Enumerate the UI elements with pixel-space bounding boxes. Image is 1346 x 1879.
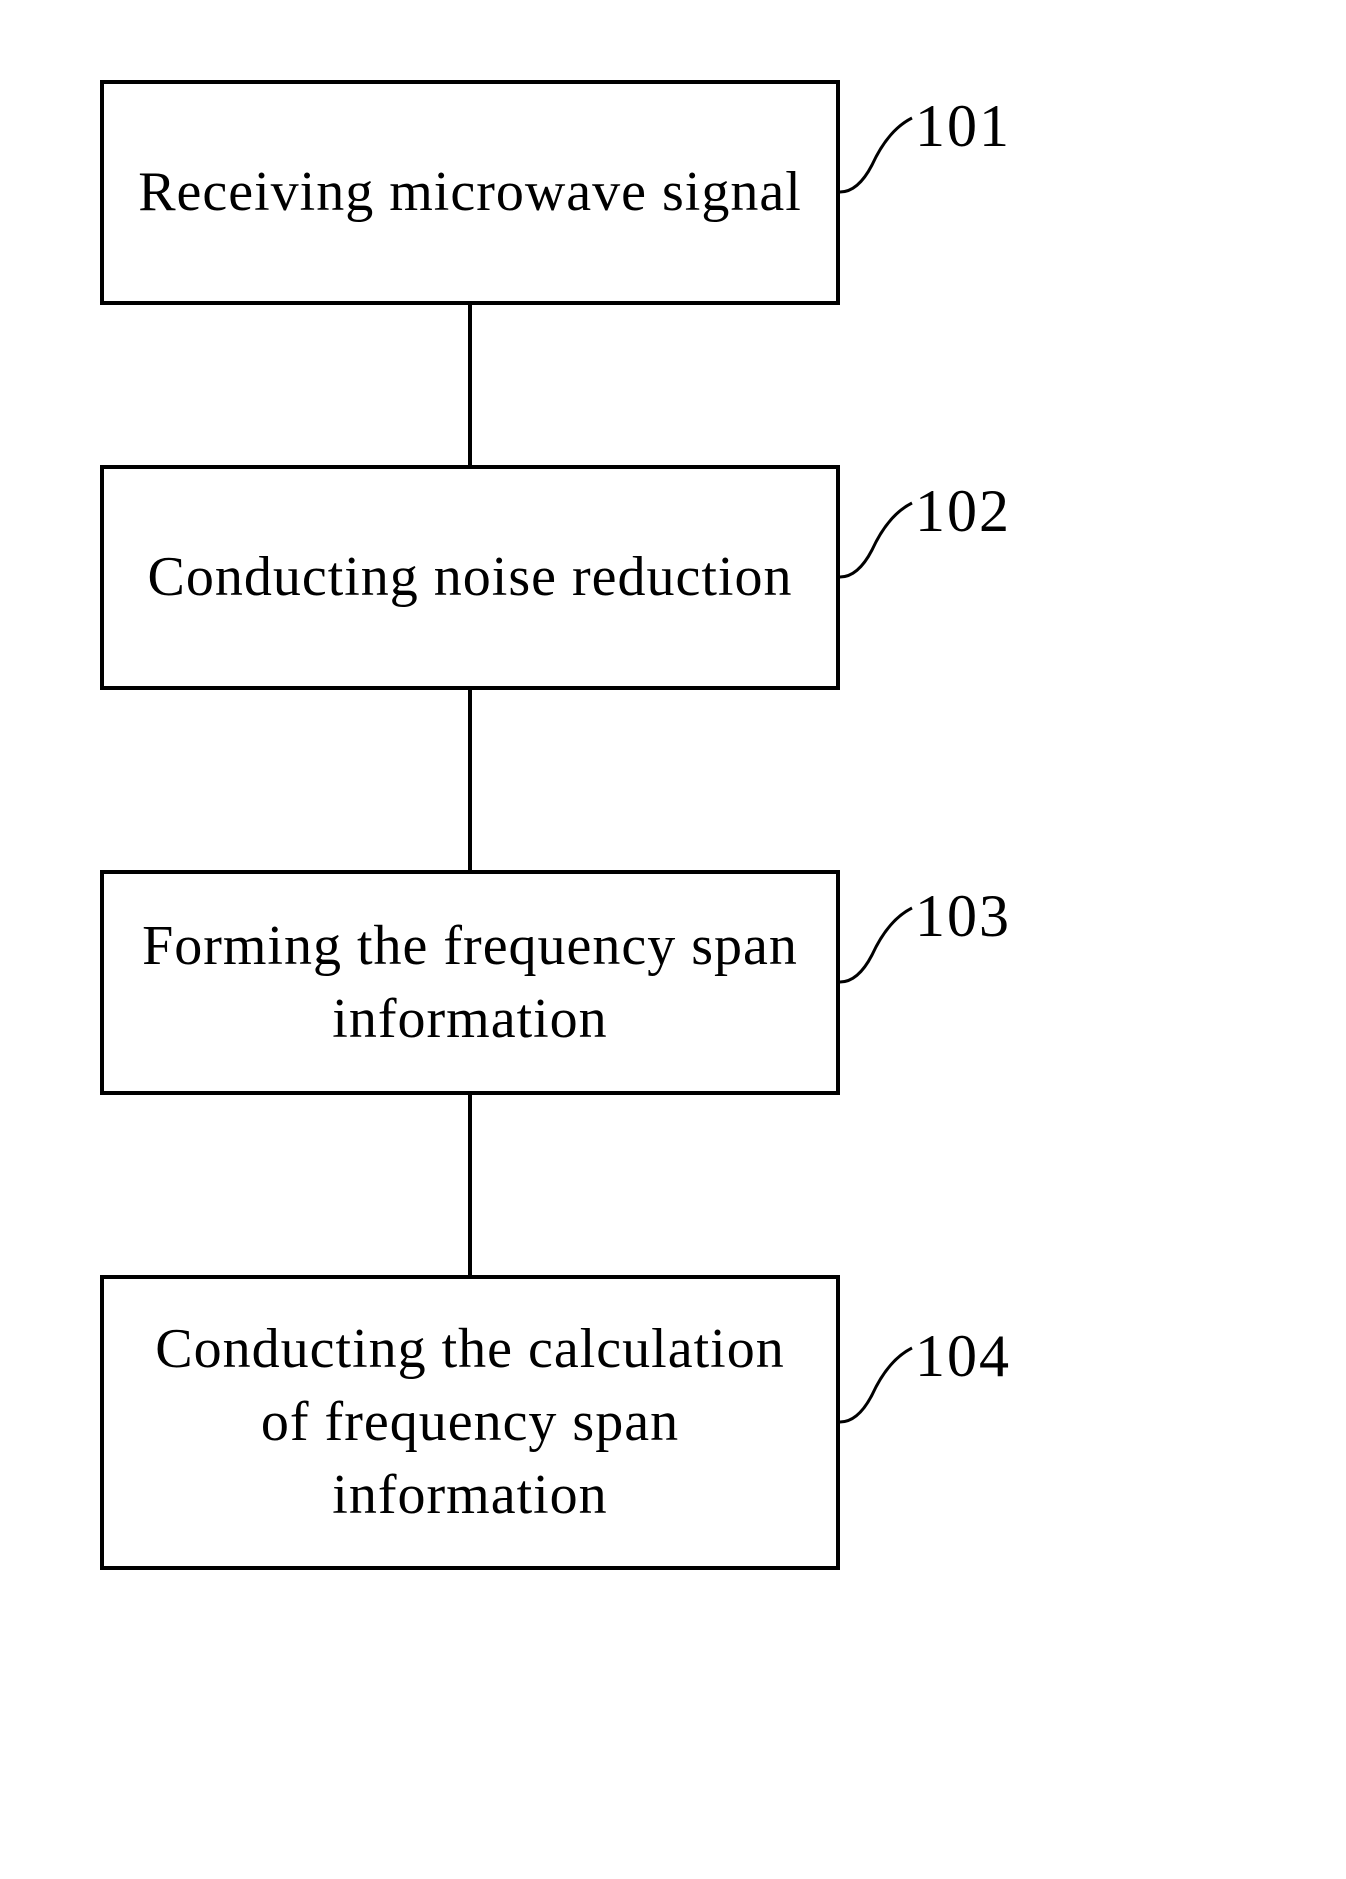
label-text-104: 104 [915, 1322, 1011, 1391]
label-text-103: 103 [915, 882, 1011, 951]
label-103-container: 103 [840, 900, 1011, 1000]
label-104-container: 104 [840, 1340, 1011, 1440]
label-curve-101 [840, 110, 915, 210]
flow-box-104: Conducting the calculation of frequency … [100, 1275, 840, 1570]
connector-102-103 [468, 690, 472, 870]
label-curve-102 [840, 495, 915, 595]
box-text-103: Forming the frequency span information [129, 910, 811, 1056]
connector-101-102 [468, 305, 472, 465]
flow-box-103: Forming the frequency span information [100, 870, 840, 1095]
flow-box-101: Receiving microwave signal [100, 80, 840, 305]
label-curve-104 [840, 1340, 915, 1440]
label-102-container: 102 [840, 495, 1011, 595]
flow-box-102: Conducting noise reduction [100, 465, 840, 690]
box-text-102: Conducting noise reduction [147, 541, 792, 614]
label-101-container: 101 [840, 110, 1011, 210]
box-text-104: Conducting the calculation of frequency … [129, 1313, 811, 1531]
label-text-102: 102 [915, 477, 1011, 546]
label-curve-103 [840, 900, 915, 1000]
box-text-101: Receiving microwave signal [138, 156, 802, 229]
label-text-101: 101 [915, 92, 1011, 161]
connector-103-104 [468, 1095, 472, 1275]
